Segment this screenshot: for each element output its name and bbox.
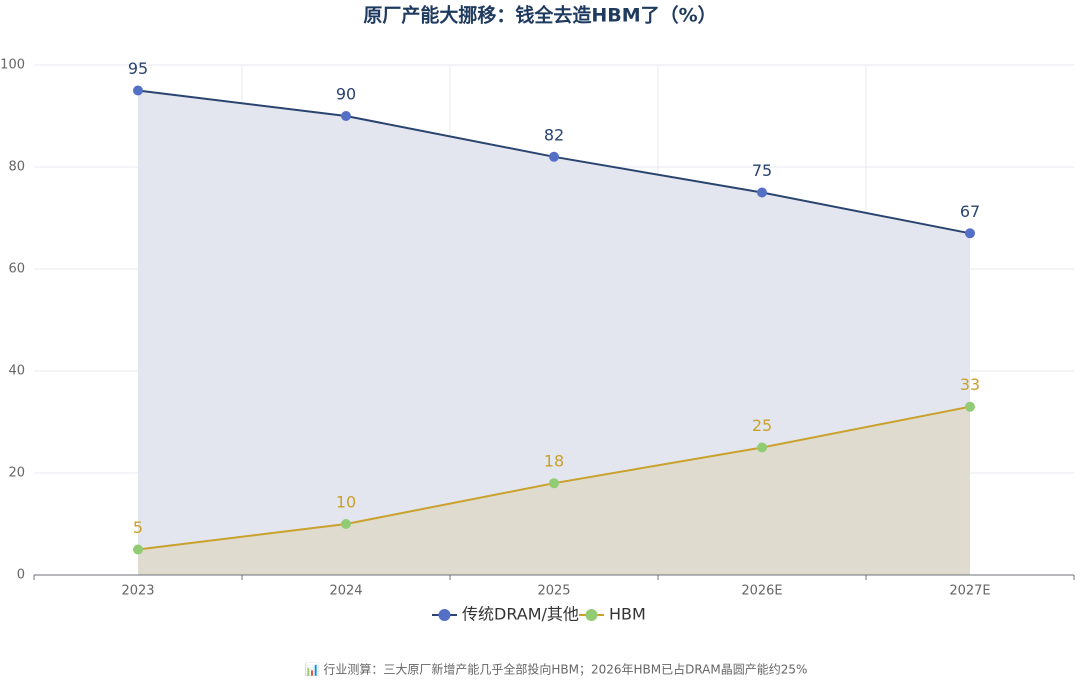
legend-marker <box>438 609 451 621</box>
legend-label: 传统DRAM/其他 <box>462 605 579 624</box>
marker <box>757 187 767 198</box>
marker <box>549 151 559 162</box>
y-tick-label: 100 <box>0 58 25 73</box>
data-label: 90 <box>336 85 356 104</box>
data-label: 67 <box>960 202 980 221</box>
data-label: 18 <box>544 452 564 471</box>
data-label: 5 <box>133 518 143 537</box>
plot-area: 0 20 40 60 80 100 2023 2024 2025 2026E 2027E 95 90 82… <box>0 58 1075 599</box>
x-tick-label: 2023 <box>121 584 154 599</box>
y-tick-label: 40 <box>8 364 25 379</box>
x-tick-label: 2025 <box>537 584 570 599</box>
marker <box>549 478 559 489</box>
data-label: 33 <box>960 375 980 394</box>
y-tick-label: 20 <box>8 466 25 481</box>
marker <box>757 442 767 453</box>
legend-item[interactable]: HBM <box>579 605 646 624</box>
y-tick-label: 0 <box>17 568 25 583</box>
x-tick-label: 2024 <box>329 584 362 599</box>
marker <box>133 544 143 555</box>
data-label: 25 <box>752 416 772 435</box>
marker <box>341 111 351 121</box>
chart-title: 原厂产能大挪移：钱全去造HBM了（%） <box>363 4 716 27</box>
marker <box>133 85 143 96</box>
data-label: 75 <box>752 161 772 180</box>
legend: 传统DRAM/其他 HBM <box>432 605 646 624</box>
data-label: 10 <box>336 493 356 512</box>
x-tick-label: 2026E <box>741 584 782 599</box>
marker <box>965 228 975 239</box>
legend-item[interactable]: 传统DRAM/其他 <box>432 605 579 624</box>
y-tick-label: 60 <box>8 262 25 277</box>
y-tick-label: 80 <box>8 160 25 175</box>
data-label: 82 <box>544 125 564 144</box>
data-label: 95 <box>128 59 148 78</box>
marker <box>965 401 975 412</box>
x-tick-label: 2027E <box>949 584 990 599</box>
footnote: 📊 行业测算：三大原厂新增产能几乎全部投向HBM；2026年HBM已占DRAM晶… <box>305 662 808 677</box>
marker <box>341 519 351 529</box>
legend-label: HBM <box>609 605 646 624</box>
legend-marker <box>585 609 598 621</box>
